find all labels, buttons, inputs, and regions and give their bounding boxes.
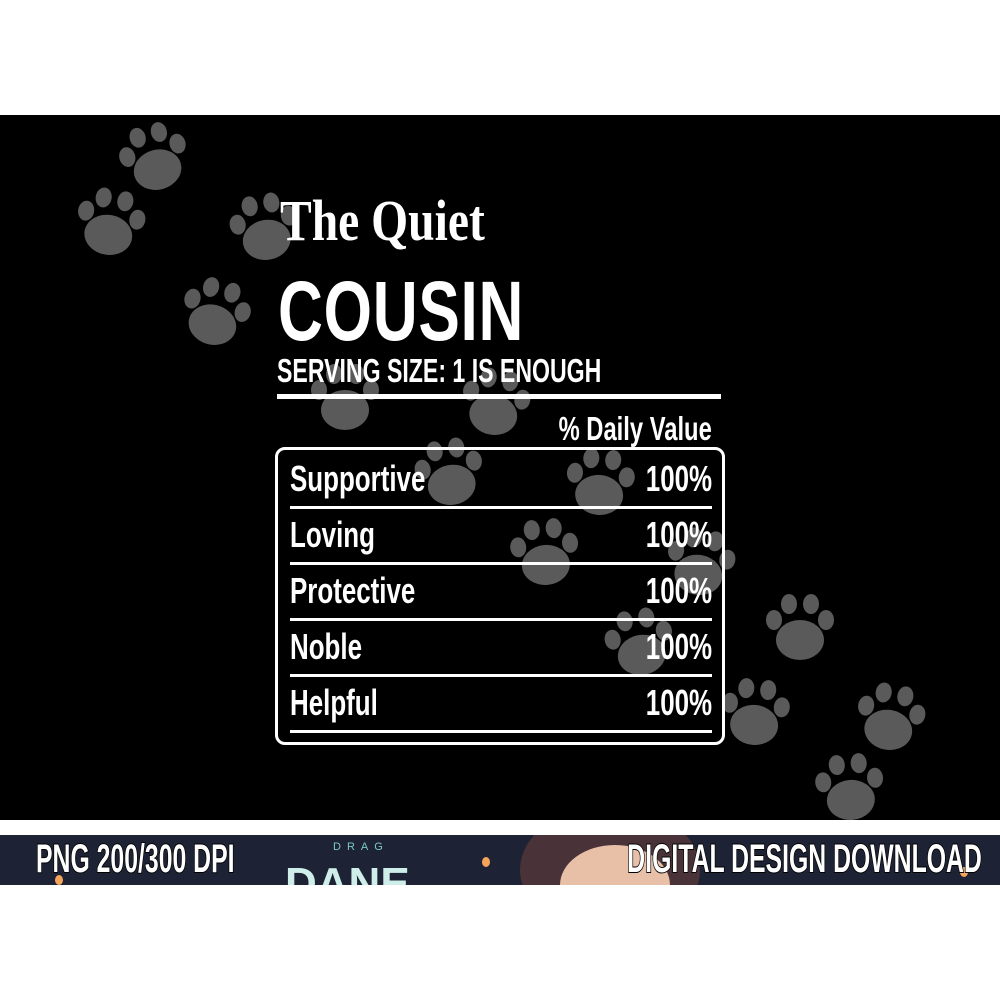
paw-print-icon — [604, 607, 672, 675]
banner-left-text: PNG 200/300 DPI — [35, 836, 235, 882]
row-label: Noble — [290, 626, 363, 667]
row-label: Supportive — [290, 458, 426, 499]
row-value: 100% — [645, 514, 712, 555]
nutrition-table: Supportive 100% Loving 100% Protective 100%… — [275, 447, 725, 745]
divider — [277, 394, 721, 399]
row-value: 100% — [645, 458, 712, 499]
paw-print-icon — [815, 753, 884, 820]
paw-print-icon — [721, 678, 790, 745]
paw-print-icon — [78, 187, 146, 255]
paw-prints-decoration — [78, 122, 926, 820]
row-label: Loving — [290, 514, 375, 555]
paw-print-icon — [858, 682, 926, 750]
table-row: Protective 100% — [290, 562, 712, 621]
table-row: Supportive 100% — [290, 450, 712, 509]
banner-top-strip — [0, 820, 1000, 835]
serving-size: SERVING SIZE: 1 IS ENOUGH — [277, 352, 602, 389]
paw-print-icon — [119, 122, 186, 190]
title-line-1: The Quiet — [280, 188, 485, 253]
daily-value-header: % Daily Value — [558, 410, 712, 447]
row-value: 100% — [645, 570, 712, 611]
paw-print-icon — [414, 437, 482, 505]
table-row: Helpful 100% — [290, 674, 712, 733]
title-line-2: COUSIN — [278, 264, 525, 358]
table-row: Loving 100% — [290, 506, 712, 565]
product-banner: DRAG DANE PNG 200/300 DPI DIGITAL DESIGN… — [0, 835, 1000, 885]
design-artwork: The Quiet COUSIN SERVING SIZE: 1 IS ENOU… — [0, 115, 1000, 820]
paw-print-icon — [566, 448, 635, 515]
table-row: Noble 100% — [290, 618, 712, 677]
paw-print-icon — [229, 192, 297, 260]
row-value: 100% — [645, 682, 712, 723]
row-label: Helpful — [290, 682, 378, 723]
background-text-large: DANE — [285, 859, 410, 885]
paw-print-icon — [184, 277, 251, 345]
banner-right-text: DIGITAL DESIGN DOWNLOAD — [627, 836, 983, 882]
row-label: Protective — [290, 570, 416, 611]
background-text-small: DRAG — [333, 841, 389, 853]
paw-print-icon — [766, 594, 834, 660]
row-value: 100% — [645, 626, 712, 667]
